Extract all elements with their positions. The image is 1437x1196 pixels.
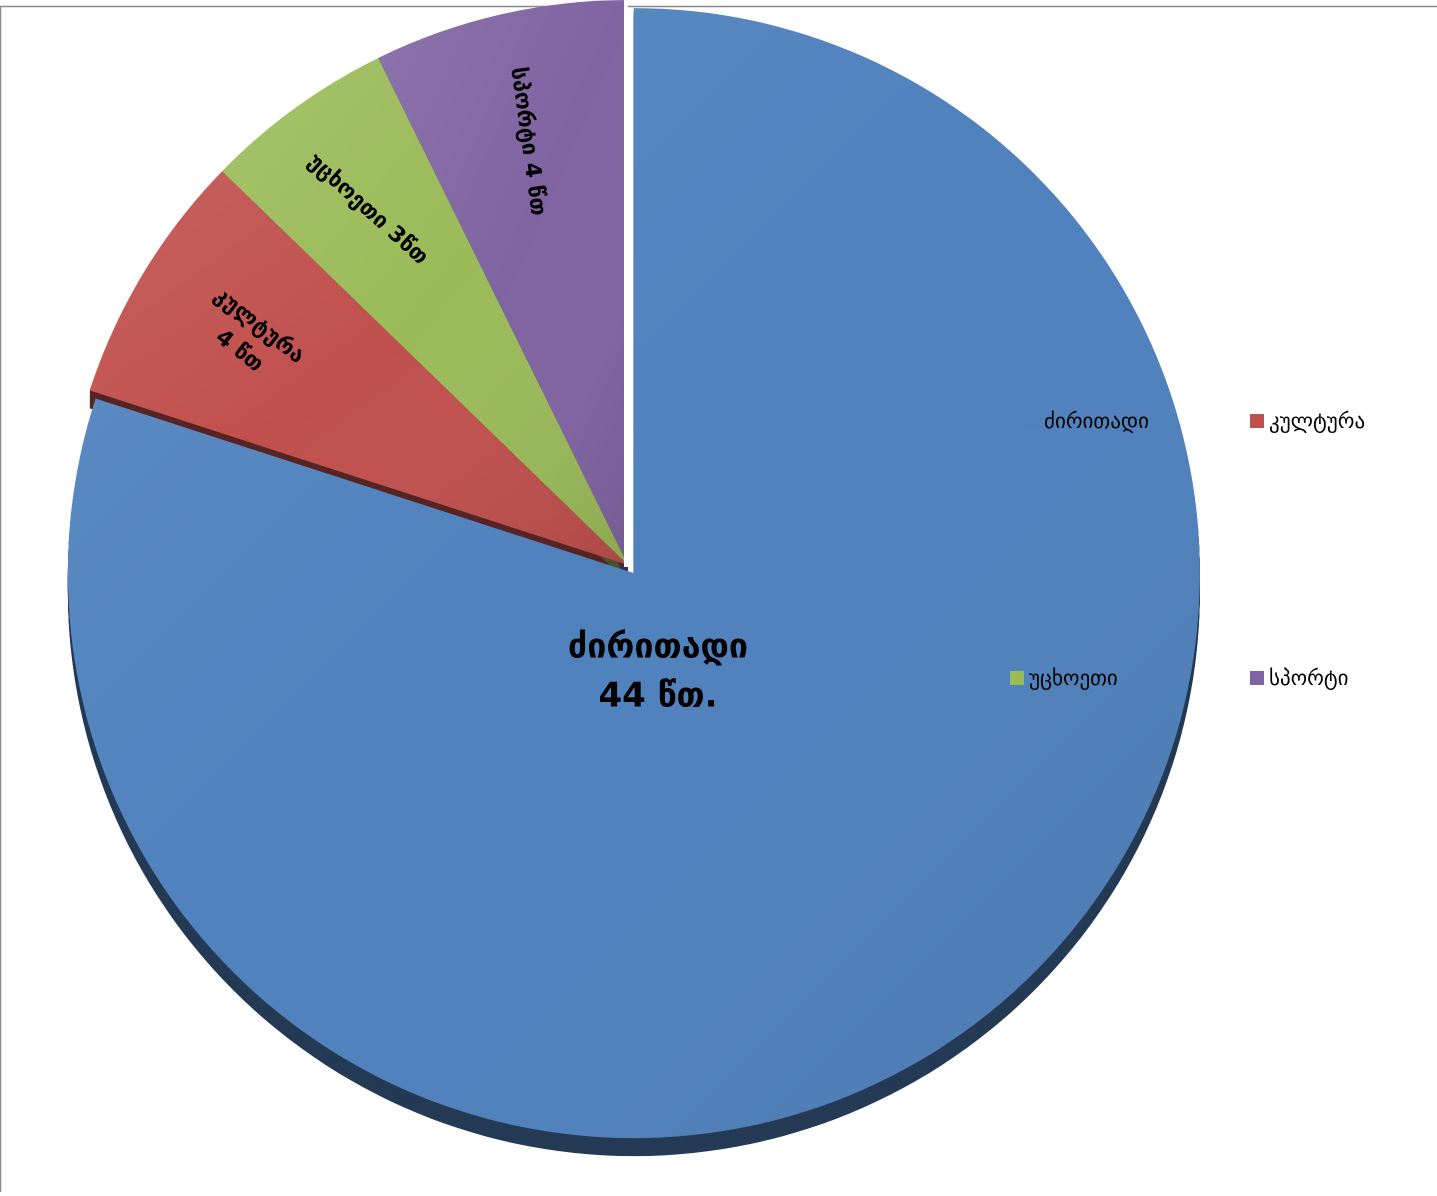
legend-label: უცხოეთი: [1029, 666, 1118, 690]
legend-label: კულტურა: [1269, 409, 1365, 433]
legend-swatch: [1250, 414, 1264, 428]
legend-item-culture: კულტურა: [1250, 409, 1365, 433]
legend-label: ძირითადი: [1044, 409, 1149, 433]
legend-swatch: [1010, 671, 1024, 685]
legend-item-sport: სპორტი: [1250, 666, 1348, 690]
pie-layer: [68, 0, 1200, 1156]
legend-swatch: [1250, 671, 1264, 685]
legend-swatch: [1025, 414, 1039, 428]
legend-item-main: ძირითადი: [1025, 409, 1149, 433]
legend-label: სპორტი: [1269, 666, 1348, 690]
data-label-line: ძირითადი: [568, 626, 748, 666]
data-label-line: 44 წთ.: [598, 676, 717, 716]
